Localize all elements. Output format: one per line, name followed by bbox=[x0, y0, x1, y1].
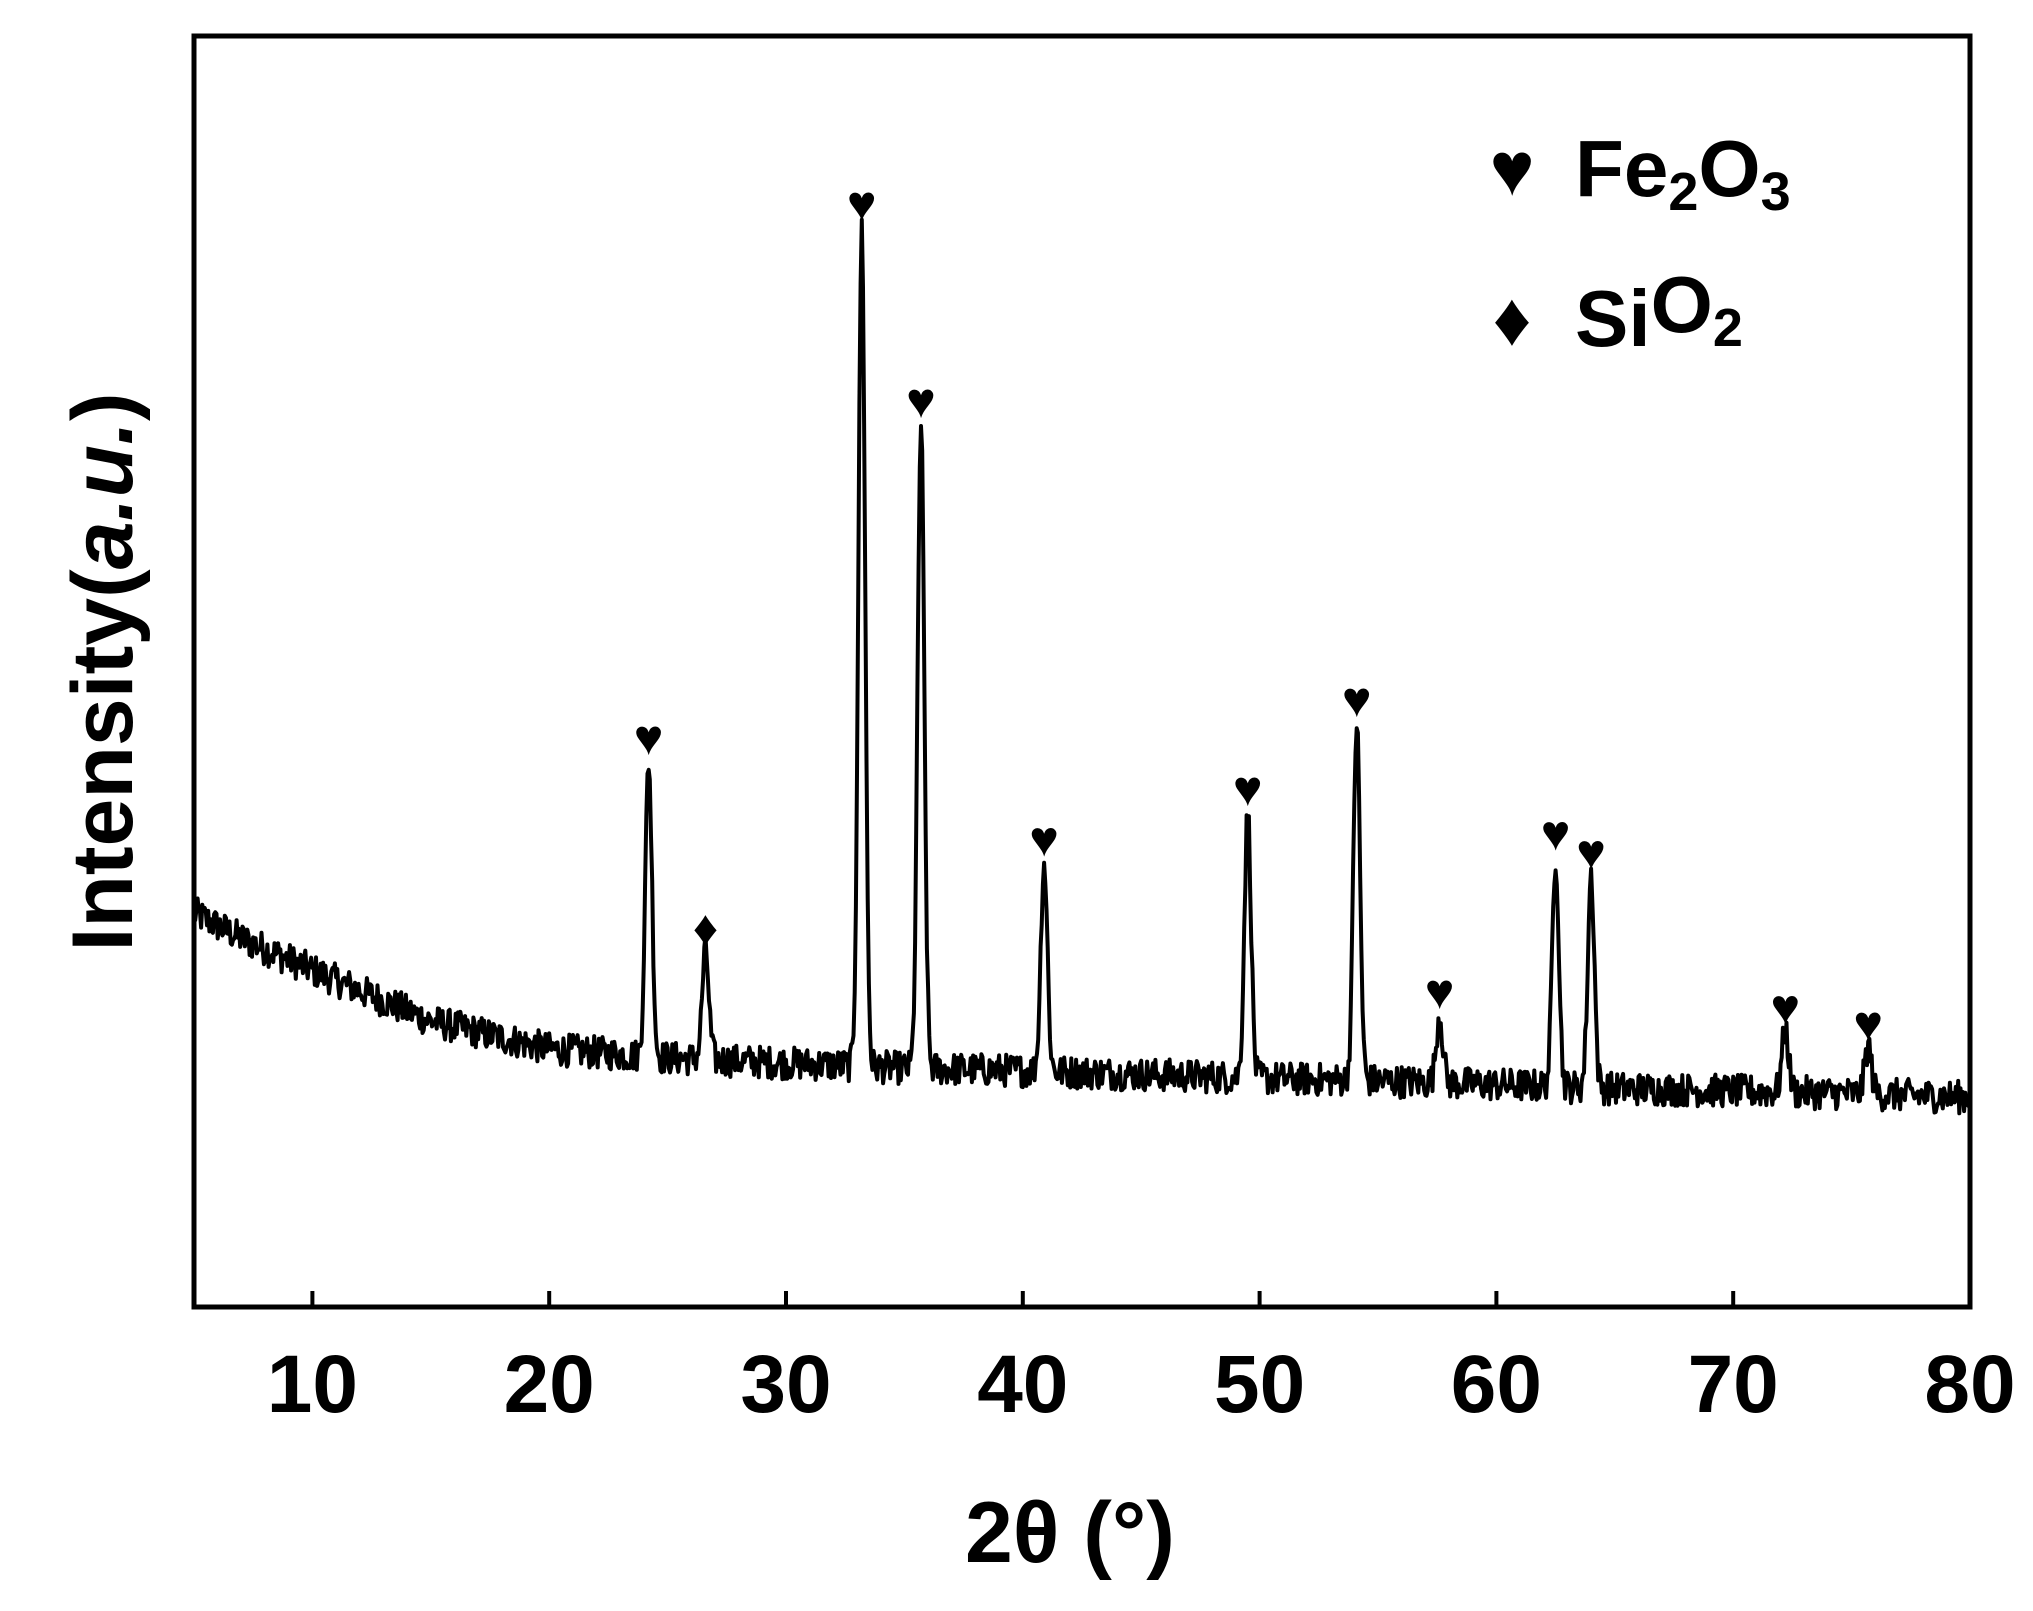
y-axis-label-main: Intensity( bbox=[55, 569, 151, 952]
fe2o3-peak-marker: ♥ bbox=[1233, 760, 1263, 816]
x-tick-label: 80 bbox=[1924, 1339, 2015, 1430]
diamond-icon: ♦ bbox=[1493, 277, 1532, 362]
x-tick-label: 60 bbox=[1451, 1339, 1542, 1430]
x-tick-label: 70 bbox=[1688, 1339, 1779, 1430]
y-axis-label-italic: a.u. bbox=[55, 421, 151, 569]
fe2o3-peak-marker: ♥ bbox=[1342, 671, 1372, 727]
legend: ♥ Fe2O3 ♦ SiO2 bbox=[1489, 124, 1790, 363]
x-tick-label: 20 bbox=[504, 1339, 595, 1430]
legend-item-fe2o3: ♥ Fe2O3 bbox=[1489, 124, 1790, 222]
sio2-peak-marker: ♦ bbox=[693, 900, 719, 956]
fe2o3-peak-marker: ♥ bbox=[1576, 824, 1606, 880]
legend-label-sio2: SiO2 bbox=[1575, 260, 1743, 363]
y-axis-label-close: ) bbox=[55, 392, 151, 421]
heart-icon: ♥ bbox=[1489, 127, 1534, 212]
fe2o3-peak-marker: ♥ bbox=[1770, 979, 1800, 1035]
fe2o3-peak-marker: ♥ bbox=[1541, 805, 1571, 861]
x-axis-ticks: 10 20 30 40 50 60 70 80 bbox=[267, 1291, 2016, 1430]
fe2o3-peak-marker: ♥ bbox=[1029, 811, 1059, 867]
x-axis-label: 2θ (°) bbox=[965, 1485, 1175, 1581]
legend-item-sio2: ♦ SiO2 bbox=[1493, 260, 1743, 363]
plot-frame bbox=[191, 33, 1973, 1310]
y-axis-label: Intensity(a.u.) bbox=[55, 392, 151, 951]
fe2o3-peak-marker: ♥ bbox=[634, 709, 664, 765]
fe2o3-peak-marker: ♥ bbox=[1853, 995, 1883, 1051]
fe2o3-peak-marker: ♥ bbox=[906, 373, 936, 429]
x-tick-label: 40 bbox=[977, 1339, 1068, 1430]
xrd-pattern-line bbox=[192, 217, 1972, 1116]
legend-label-fe2o3: Fe2O3 bbox=[1575, 124, 1791, 222]
x-tick-label: 30 bbox=[740, 1339, 831, 1430]
fe2o3-peak-marker: ♥ bbox=[1425, 964, 1455, 1020]
x-tick-label: 10 bbox=[267, 1339, 358, 1430]
peak-markers: ♥♦♥♥♥♥♥♥♥ ♥♥ ♥ bbox=[634, 176, 1883, 1052]
x-tick-label: 50 bbox=[1214, 1339, 1305, 1430]
fe2o3-peak-marker: ♥ bbox=[847, 176, 877, 232]
